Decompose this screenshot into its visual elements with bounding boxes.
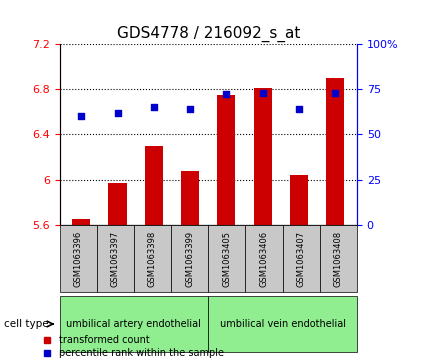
Point xyxy=(187,106,193,112)
Bar xyxy=(181,171,199,225)
Text: GSM1063405: GSM1063405 xyxy=(222,231,231,287)
Point xyxy=(332,90,339,95)
Bar xyxy=(254,88,272,225)
Text: umbilical vein endothelial: umbilical vein endothelial xyxy=(220,319,346,329)
Bar xyxy=(72,219,91,225)
Text: GSM1063396: GSM1063396 xyxy=(74,231,82,287)
Text: GSM1063398: GSM1063398 xyxy=(148,231,157,287)
Text: GSM1063397: GSM1063397 xyxy=(111,231,120,287)
Point xyxy=(78,113,85,119)
Text: cell type: cell type xyxy=(4,319,49,329)
Bar xyxy=(145,146,163,225)
Text: GSM1063406: GSM1063406 xyxy=(260,231,269,287)
Text: GSM1063408: GSM1063408 xyxy=(334,231,343,287)
Point xyxy=(150,104,157,110)
Legend: transformed count, percentile rank within the sample: transformed count, percentile rank withi… xyxy=(43,335,224,358)
Point xyxy=(114,110,121,115)
Bar xyxy=(290,175,308,225)
Text: GSM1063399: GSM1063399 xyxy=(185,231,194,287)
Bar xyxy=(326,78,344,225)
Point xyxy=(223,91,230,97)
Text: umbilical artery endothelial: umbilical artery endothelial xyxy=(66,319,201,329)
Bar xyxy=(217,95,235,225)
Point xyxy=(295,106,302,112)
Bar xyxy=(108,183,127,225)
Point xyxy=(259,90,266,95)
Title: GDS4778 / 216092_s_at: GDS4778 / 216092_s_at xyxy=(116,26,300,42)
Text: GSM1063407: GSM1063407 xyxy=(297,231,306,287)
